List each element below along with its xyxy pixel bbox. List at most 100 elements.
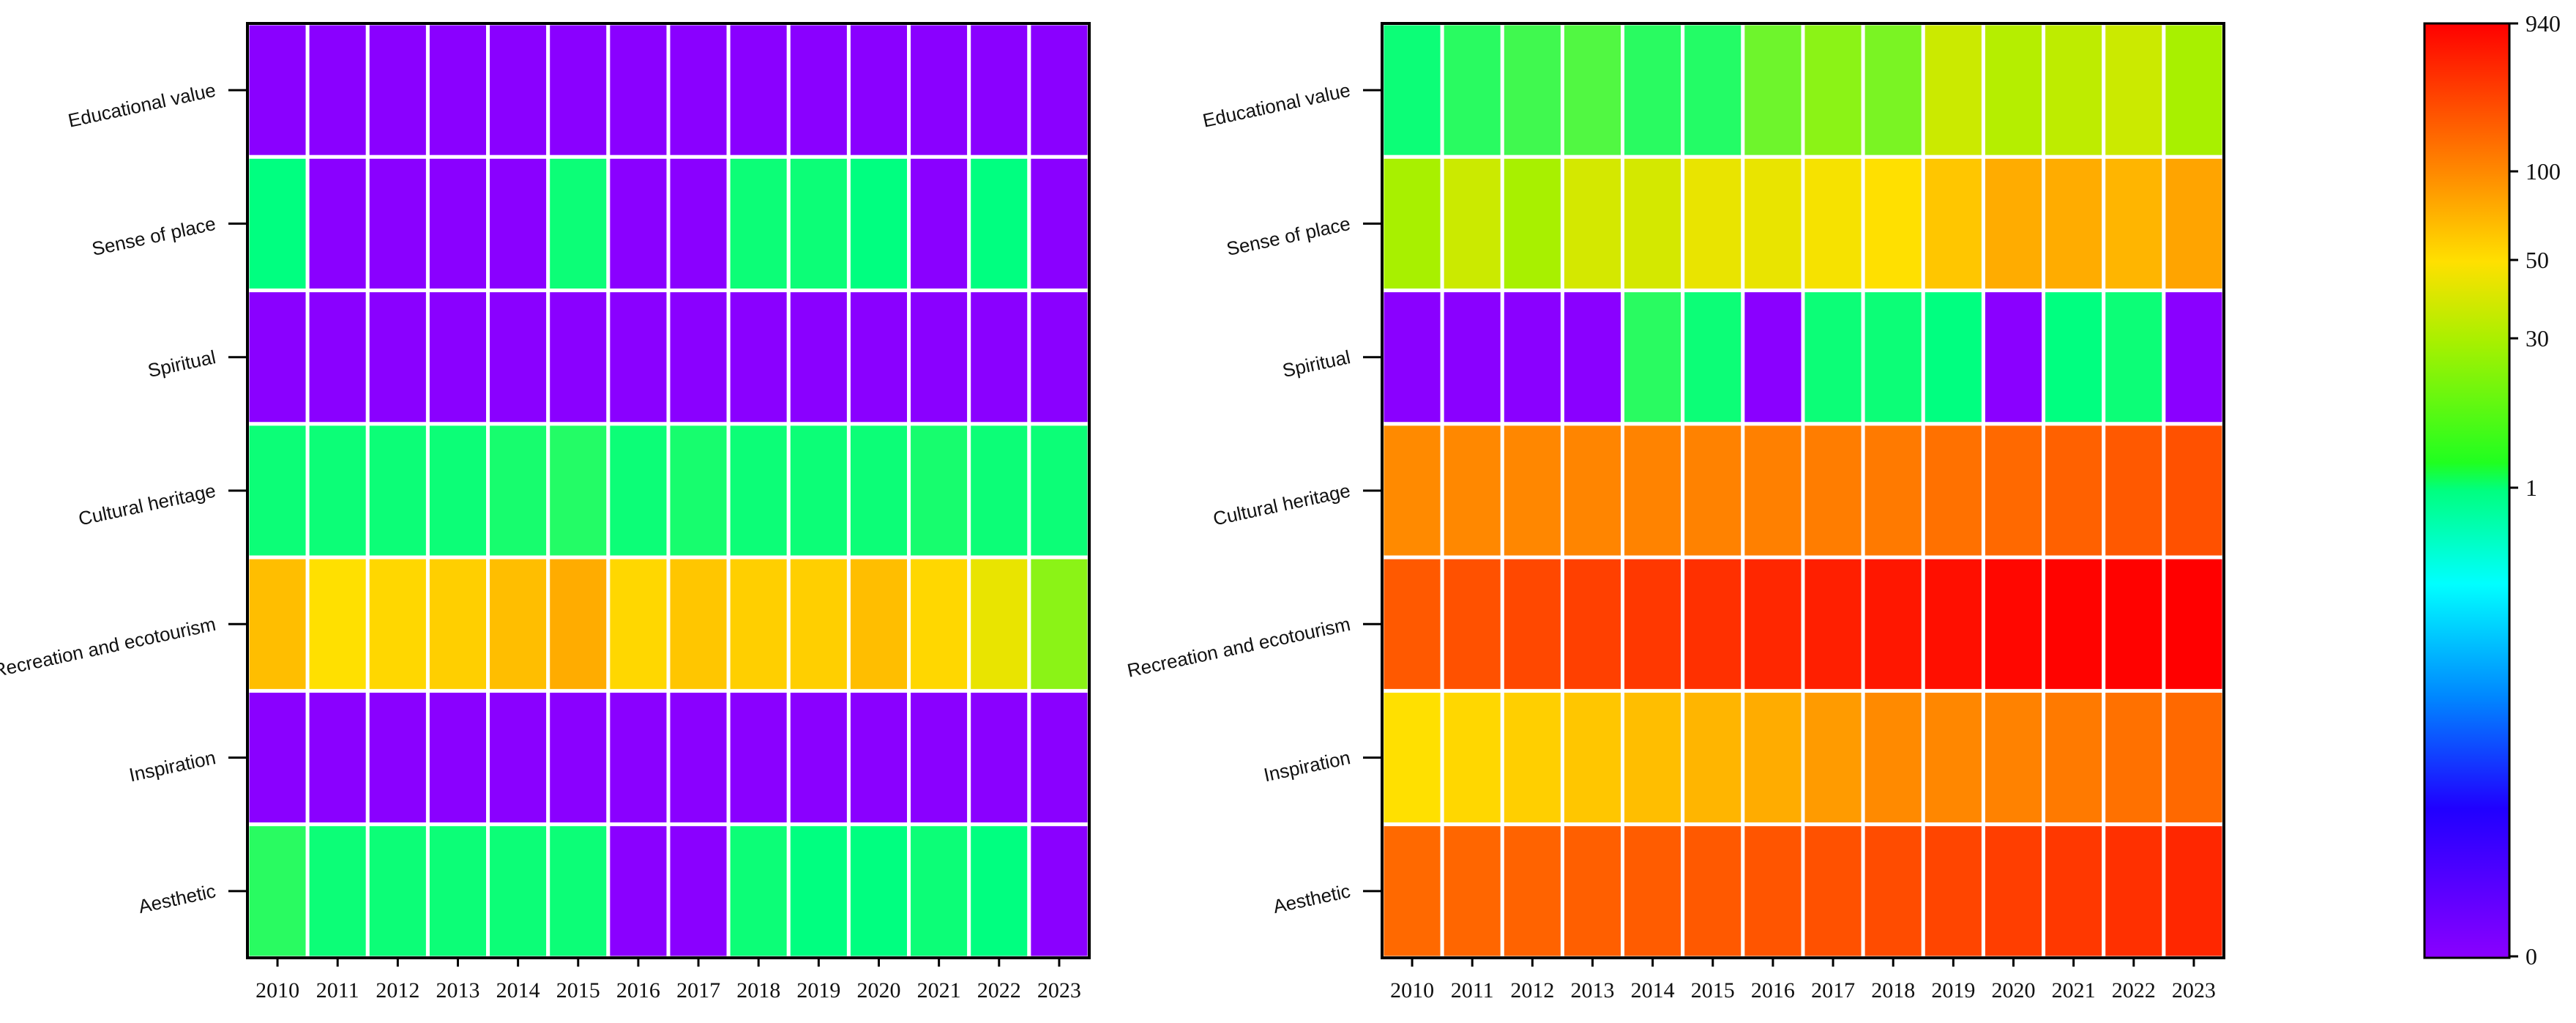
- heatmap-cell-right-inspiration-2012: [1500, 688, 1564, 827]
- heatmap-cell-left-cultural-heritage-2010: [245, 422, 310, 559]
- x-tick-label: 2011: [316, 978, 359, 1002]
- heatmap-cell-right-educational-value-2022: [2102, 21, 2166, 159]
- x-tick-label: 2021: [917, 978, 961, 1002]
- heatmap-cell-left-educational-value-2022: [967, 21, 1031, 159]
- heatmap-cell-right-cultural-heritage-2016: [1741, 422, 1805, 559]
- heatmap-cell-right-sense-of-place-2013: [1560, 155, 1625, 293]
- heatmap-cell-left-aesthetic-2016: [606, 822, 671, 960]
- heatmap-cell-left-recreation-and-ecotourism-2012: [365, 555, 430, 693]
- x-tick-label: 2016: [616, 978, 660, 1002]
- heatmap-cell-left-aesthetic-2011: [305, 822, 370, 960]
- heatmap-cell-left-sense-of-place-2014: [486, 155, 550, 293]
- heatmap-cell-left-inspiration-2010: [245, 688, 310, 827]
- heatmap-cell-right-inspiration-2013: [1560, 688, 1625, 827]
- heatmap-cell-right-aesthetic-2017: [1801, 822, 1865, 960]
- heatmap-cell-right-cultural-heritage-2010: [1380, 422, 1444, 559]
- heatmap-cell-left-recreation-and-ecotourism-2020: [846, 555, 911, 693]
- heatmap-cell-right-educational-value-2023: [2162, 21, 2226, 159]
- heatmap-cell-right-educational-value-2010: [1380, 21, 1444, 159]
- heatmap-cell-left-sense-of-place-2021: [907, 155, 971, 293]
- heatmap-cell-left-cultural-heritage-2014: [486, 422, 550, 559]
- heatmap-cell-right-educational-value-2011: [1440, 21, 1504, 159]
- heatmap-cell-right-inspiration-2019: [1921, 688, 1985, 827]
- x-tick-label: 2012: [1510, 978, 1554, 1002]
- heatmap-cell-left-inspiration-2023: [1027, 688, 1091, 827]
- heatmap-cell-left-recreation-and-ecotourism-2019: [786, 555, 851, 693]
- heatmap-cell-left-sense-of-place-2019: [786, 155, 851, 293]
- x-tick-label: 2019: [796, 978, 840, 1002]
- heatmap-cell-left-aesthetic-2019: [786, 822, 851, 960]
- heatmap-cell-right-cultural-heritage-2022: [2102, 422, 2166, 559]
- heatmap-cell-left-sense-of-place-2020: [846, 155, 911, 293]
- heatmap-cell-right-cultural-heritage-2020: [1981, 422, 2046, 559]
- colorbar-tick-label: 50: [2525, 247, 2549, 273]
- heatmap-cell-left-spiritual-2010: [245, 289, 310, 426]
- heatmap-cell-right-aesthetic-2019: [1921, 822, 1985, 960]
- heatmap-cell-left-spiritual-2011: [305, 289, 370, 426]
- heatmap-cell-right-spiritual-2014: [1621, 289, 1685, 426]
- heatmap-cell-right-aesthetic-2013: [1560, 822, 1625, 960]
- heatmap-cell-right-sense-of-place-2021: [2042, 155, 2106, 293]
- heatmap-cell-right-recreation-and-ecotourism-2023: [2162, 555, 2226, 693]
- heatmap-cell-right-educational-value-2018: [1861, 21, 1925, 159]
- heatmap-cell-left-sense-of-place-2016: [606, 155, 671, 293]
- heatmap-cell-right-spiritual-2017: [1801, 289, 1865, 426]
- heatmap-cell-right-spiritual-2013: [1560, 289, 1625, 426]
- heatmap-cell-right-educational-value-2019: [1921, 21, 1985, 159]
- heatmap-cell-right-spiritual-2020: [1981, 289, 2046, 426]
- x-tick-label: 2022: [2112, 978, 2156, 1002]
- heatmap-cell-right-recreation-and-ecotourism-2018: [1861, 555, 1925, 693]
- heatmap-cell-right-inspiration-2018: [1861, 688, 1925, 827]
- heatmap-cell-left-sense-of-place-2017: [666, 155, 731, 293]
- heatmap-cell-left-spiritual-2021: [907, 289, 971, 426]
- heatmap-cell-right-spiritual-2016: [1741, 289, 1805, 426]
- heatmap-cell-right-recreation-and-ecotourism-2014: [1621, 555, 1685, 693]
- heatmap-cell-right-aesthetic-2018: [1861, 822, 1925, 960]
- heatmap-cell-left-inspiration-2021: [907, 688, 971, 827]
- heatmap-cell-left-spiritual-2012: [365, 289, 430, 426]
- heatmap-cell-left-spiritual-2013: [425, 289, 490, 426]
- heatmap-cell-right-aesthetic-2022: [2102, 822, 2166, 960]
- heatmap-cell-right-cultural-heritage-2014: [1621, 422, 1685, 559]
- heatmap-cell-right-spiritual-2019: [1921, 289, 1985, 426]
- heatmap-cell-left-aesthetic-2023: [1027, 822, 1091, 960]
- x-tick-label: 2017: [676, 978, 720, 1002]
- heatmap-cell-right-inspiration-2011: [1440, 688, 1504, 827]
- heatmap-cell-left-aesthetic-2014: [486, 822, 550, 960]
- heatmap-cell-left-inspiration-2013: [425, 688, 490, 827]
- heatmap-cell-right-spiritual-2021: [2042, 289, 2106, 426]
- heatmap-cell-right-spiritual-2011: [1440, 289, 1504, 426]
- heatmap-cell-right-educational-value-2015: [1681, 21, 1745, 159]
- heatmap-cell-right-sense-of-place-2018: [1861, 155, 1925, 293]
- x-tick-label: 2020: [857, 978, 901, 1002]
- heatmap-cell-left-spiritual-2017: [666, 289, 731, 426]
- heatmap-cell-left-cultural-heritage-2012: [365, 422, 430, 559]
- heatmap-cell-left-cultural-heritage-2013: [425, 422, 490, 559]
- heatmap-cell-left-aesthetic-2017: [666, 822, 731, 960]
- heatmap-cell-right-spiritual-2012: [1500, 289, 1564, 426]
- x-tick-label: 2011: [1451, 978, 1494, 1002]
- x-tick-label: 2017: [1811, 978, 1855, 1002]
- heatmap-cell-left-cultural-heritage-2021: [907, 422, 971, 559]
- colorbar-tick-label: 940: [2525, 10, 2561, 37]
- heatmap-cell-left-sense-of-place-2018: [726, 155, 791, 293]
- heatmap-cell-right-aesthetic-2020: [1981, 822, 2046, 960]
- x-tick-label: 2010: [1390, 978, 1434, 1002]
- heatmap-cell-left-inspiration-2016: [606, 688, 671, 827]
- heatmap-cell-right-aesthetic-2023: [2162, 822, 2226, 960]
- heatmap-cell-left-aesthetic-2015: [546, 822, 611, 960]
- heatmap-cell-left-recreation-and-ecotourism-2011: [305, 555, 370, 693]
- heatmap-cell-left-inspiration-2022: [967, 688, 1031, 827]
- heatmap-cell-right-recreation-and-ecotourism-2017: [1801, 555, 1865, 693]
- heatmap-cell-left-sense-of-place-2012: [365, 155, 430, 293]
- heatmap-cell-right-spiritual-2018: [1861, 289, 1925, 426]
- heatmap-cell-left-aesthetic-2012: [365, 822, 430, 960]
- heatmap-cell-right-cultural-heritage-2011: [1440, 422, 1504, 559]
- heatmap-cell-left-sense-of-place-2011: [305, 155, 370, 293]
- heatmap-cell-left-inspiration-2019: [786, 688, 851, 827]
- heatmap-cell-right-aesthetic-2016: [1741, 822, 1805, 960]
- heatmap-cell-left-educational-value-2011: [305, 21, 370, 159]
- heatmap-cell-left-sense-of-place-2010: [245, 155, 310, 293]
